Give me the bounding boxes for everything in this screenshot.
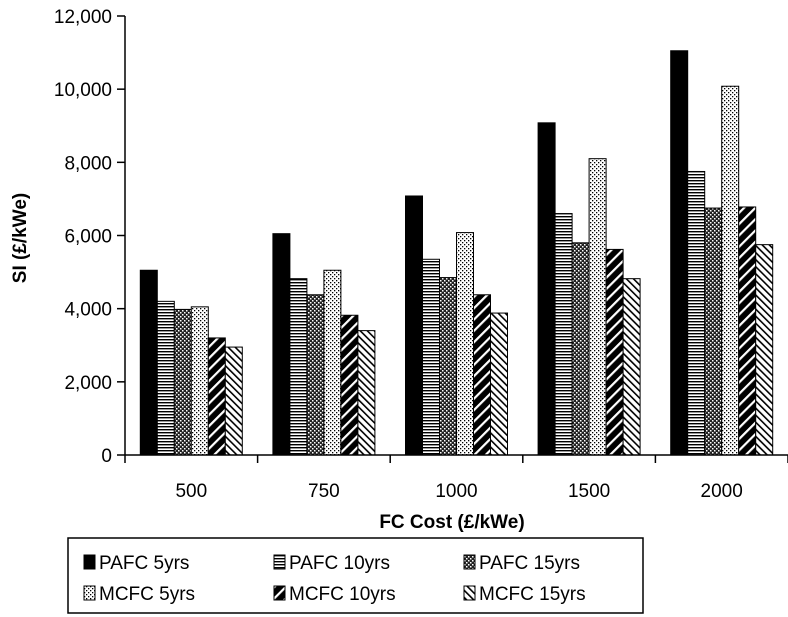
bar-mcfc-10yrs-1500 bbox=[605, 248, 624, 456]
bar-mcfc-15yrs-1500 bbox=[622, 278, 641, 456]
bar-pafc-15yrs-500 bbox=[173, 308, 192, 456]
bar-mcfc-10yrs-2000 bbox=[738, 206, 757, 456]
bar-mcfc-15yrs-2000 bbox=[755, 244, 774, 456]
x-tick-label: 1500 bbox=[568, 481, 610, 502]
bar-mcfc-5yrs-750 bbox=[323, 269, 342, 456]
bar-pafc-10yrs-1000 bbox=[422, 258, 440, 456]
legend-swatch-mcfc-5yrs bbox=[83, 585, 96, 601]
x-tick-label: 750 bbox=[308, 481, 340, 502]
bar-mcfc-5yrs-500 bbox=[190, 306, 209, 456]
bar-mcfc-5yrs-1500 bbox=[588, 158, 607, 456]
legend-frame bbox=[67, 537, 644, 614]
legend-swatch-pafc-5yrs bbox=[83, 554, 96, 570]
bar-pafc-10yrs-1500 bbox=[554, 213, 573, 456]
bar-pafc-5yrs-2000 bbox=[670, 50, 689, 456]
x-tick-label: 1000 bbox=[435, 481, 477, 502]
y-tick-label: 2,000 bbox=[64, 373, 112, 394]
x-axis-title: FC Cost (£/kWe) bbox=[379, 512, 524, 533]
legend-label-mcfc-5yrs: MCFC 5yrs bbox=[99, 584, 195, 605]
y-tick-label: 8,000 bbox=[64, 153, 112, 174]
y-tick-label: 0 bbox=[101, 446, 112, 467]
y-axis-ticks: 0 2,000 4,000 6,000 8,000 10,000 12,000 bbox=[54, 7, 125, 467]
bar-mcfc-10yrs-500 bbox=[207, 337, 226, 456]
bar-mcfc-10yrs-1000 bbox=[473, 294, 491, 456]
legend-label-mcfc-15yrs: MCFC 15yrs bbox=[479, 584, 586, 605]
plot-area bbox=[124, 16, 788, 456]
bar-pafc-5yrs-750 bbox=[272, 233, 291, 456]
bar-pafc-15yrs-2000 bbox=[704, 207, 723, 456]
bar-pafc-5yrs-500 bbox=[139, 269, 158, 456]
y-axis-title: SI (£/kWe) bbox=[10, 193, 31, 283]
legend-swatch-pafc-10yrs bbox=[273, 554, 286, 570]
y-tick-label: 4,000 bbox=[64, 300, 112, 321]
y-tick-label: 10,000 bbox=[54, 80, 112, 101]
bar-pafc-10yrs-2000 bbox=[687, 170, 706, 456]
bar-pafc-10yrs-500 bbox=[156, 300, 175, 456]
bar-mcfc-15yrs-1000 bbox=[490, 312, 508, 456]
bar-pafc-15yrs-750 bbox=[306, 294, 325, 456]
bar-mcfc-5yrs-2000 bbox=[721, 85, 740, 456]
legend-swatch-mcfc-15yrs bbox=[463, 585, 476, 601]
legend: PAFC 5yrs PAFC 10yrs PAFC 15yrs MCFC 5yrs MC… bbox=[67, 537, 644, 614]
legend-label-pafc-10yrs: PAFC 10yrs bbox=[289, 553, 390, 574]
y-tick-label: 12,000 bbox=[54, 7, 112, 28]
legend-label-pafc-15yrs: PAFC 15yrs bbox=[479, 553, 580, 574]
x-tick-label: 500 bbox=[175, 481, 207, 502]
legend-label-pafc-5yrs: PAFC 5yrs bbox=[99, 553, 189, 574]
bar-pafc-15yrs-1000 bbox=[439, 277, 457, 456]
y-tick-label: 6,000 bbox=[64, 227, 112, 248]
bar-mcfc-5yrs-1000 bbox=[456, 232, 474, 456]
bar-mcfc-10yrs-750 bbox=[340, 314, 359, 456]
bar-pafc-15yrs-1500 bbox=[571, 242, 590, 456]
legend-label-mcfc-10yrs: MCFC 10yrs bbox=[289, 584, 396, 605]
legend-swatch-pafc-15yrs bbox=[463, 554, 476, 570]
legend-swatch-mcfc-10yrs bbox=[273, 585, 286, 601]
bar-pafc-5yrs-1000 bbox=[405, 195, 423, 456]
x-tick-label: 2000 bbox=[701, 481, 743, 502]
bar-pafc-10yrs-750 bbox=[289, 278, 308, 456]
bar-mcfc-15yrs-750 bbox=[357, 330, 376, 456]
bar-mcfc-15yrs-500 bbox=[224, 346, 243, 456]
x-axis-ticks: 500 750 1000 1500 2000 bbox=[124, 455, 788, 502]
bar-pafc-5yrs-1500 bbox=[537, 122, 556, 456]
